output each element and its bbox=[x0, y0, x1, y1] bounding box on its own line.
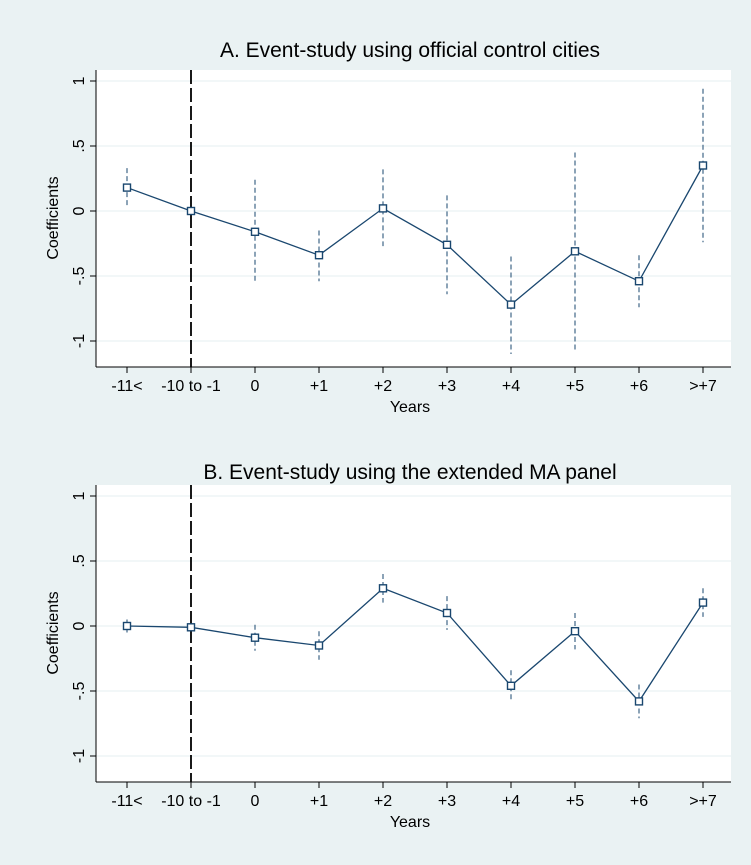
x-tick-label: -10 to -1 bbox=[161, 378, 221, 395]
x-tick-label: +1 bbox=[310, 378, 328, 395]
x-tick-label: +6 bbox=[630, 378, 648, 395]
x-tick-label: 0 bbox=[251, 378, 260, 395]
data-point bbox=[250, 633, 260, 642]
x-tick-label: >+7 bbox=[689, 378, 717, 395]
panel-b-points bbox=[122, 584, 708, 706]
x-tick-label: +4 bbox=[502, 378, 520, 395]
panel-b-series-line bbox=[126, 587, 704, 703]
y-tick-label: 0 bbox=[71, 206, 88, 215]
panel-a-x-axis-label: Years bbox=[390, 399, 430, 416]
data-point bbox=[570, 627, 580, 636]
y-tick-label: -1 bbox=[71, 749, 88, 763]
data-point bbox=[186, 623, 196, 632]
data-point bbox=[122, 621, 132, 631]
panel-a-x-tick-labels: -11< -10 to -1 0 +1 +2 +3 +4 +5 +6 >+7 bbox=[111, 378, 717, 395]
panel-b-y-axis-label: Coefficients bbox=[45, 591, 62, 674]
data-point bbox=[634, 277, 644, 286]
data-point bbox=[378, 204, 388, 213]
panel-a-title: A. Event-study using official control ci… bbox=[220, 39, 600, 62]
panel-b: B. Event-study using the extended MA pan… bbox=[45, 461, 731, 831]
panel-b-x-axis-label: Years bbox=[390, 814, 430, 831]
x-tick-label: >+7 bbox=[689, 793, 717, 810]
panel-b-axes bbox=[90, 485, 731, 788]
data-point bbox=[250, 227, 260, 237]
data-point bbox=[314, 250, 324, 260]
x-tick-label: +1 bbox=[310, 793, 328, 810]
panel-b-gridlines bbox=[96, 495, 731, 757]
panel-a-points bbox=[122, 161, 708, 309]
data-point bbox=[506, 681, 516, 690]
panel-a-axes bbox=[90, 70, 731, 373]
x-tick-label: -11< bbox=[111, 793, 142, 810]
data-point bbox=[442, 608, 452, 618]
y-tick-label: 0 bbox=[71, 621, 88, 630]
panel-b-plot-area bbox=[96, 485, 731, 782]
data-point bbox=[314, 641, 324, 650]
panel-a-y-axis-label: Coefficients bbox=[45, 176, 62, 259]
panel-a-y-tick-labels: 1 .5 0 -.5 -1 bbox=[71, 76, 88, 348]
series-line bbox=[126, 587, 704, 703]
y-tick-label: -.5 bbox=[71, 267, 88, 286]
panel-a: A. Event-study using official control ci… bbox=[45, 39, 731, 416]
data-point bbox=[634, 697, 644, 706]
y-tick-label: .5 bbox=[71, 139, 88, 152]
series-line bbox=[126, 165, 704, 306]
data-point bbox=[698, 161, 708, 170]
y-tick-label: -.5 bbox=[71, 682, 88, 701]
data-point bbox=[442, 240, 452, 250]
x-tick-label: +5 bbox=[566, 378, 584, 395]
x-tick-label: +3 bbox=[438, 793, 456, 810]
x-tick-label: +4 bbox=[502, 793, 520, 810]
panel-a-gridlines bbox=[96, 80, 731, 342]
data-point bbox=[122, 183, 132, 192]
x-tick-label: -11< bbox=[111, 378, 142, 395]
panel-a-plot-area bbox=[96, 70, 731, 367]
x-tick-label: +6 bbox=[630, 793, 648, 810]
data-point bbox=[570, 247, 580, 256]
x-tick-label: +3 bbox=[438, 378, 456, 395]
panel-a-series-line bbox=[126, 165, 704, 306]
x-tick-label: +2 bbox=[374, 378, 392, 395]
panel-b-title: B. Event-study using the extended MA pan… bbox=[203, 461, 616, 484]
data-point bbox=[186, 206, 196, 216]
panel-b-x-tick-labels: -11< -10 to -1 0 +1 +2 +3 +4 +5 +6 >+7 bbox=[111, 793, 717, 810]
x-tick-label: 0 bbox=[251, 793, 260, 810]
x-tick-label: +5 bbox=[566, 793, 584, 810]
panel-b-y-tick-labels: 1 .5 0 -.5 -1 bbox=[71, 491, 88, 763]
data-point bbox=[378, 584, 388, 593]
y-tick-label: -1 bbox=[71, 334, 88, 348]
data-point bbox=[698, 598, 708, 607]
y-tick-label: 1 bbox=[71, 491, 88, 500]
y-tick-label: 1 bbox=[71, 76, 88, 85]
x-tick-label: +2 bbox=[374, 793, 392, 810]
y-tick-label: .5 bbox=[71, 554, 88, 567]
data-point bbox=[506, 300, 516, 309]
x-tick-label: -10 to -1 bbox=[161, 793, 221, 810]
